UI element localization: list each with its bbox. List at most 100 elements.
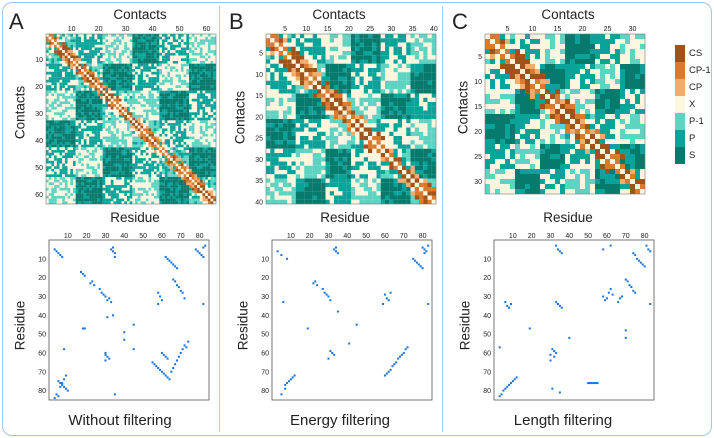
heatmap-cell: [199, 160, 203, 164]
heatmap-cell: [194, 125, 198, 129]
heatmap-cell: [99, 47, 103, 51]
heatmap-cell: [202, 125, 206, 129]
heatmap-cell: [143, 101, 146, 105]
heatmap-cell: [164, 90, 168, 94]
heatmap-cell: [189, 187, 192, 191]
heatmap-cell: [180, 71, 184, 75]
heatmap-cell: [143, 50, 146, 53]
heatmap-cell: [197, 47, 200, 51]
heatmap-cell: [81, 117, 84, 121]
heatmap-cell: [116, 174, 119, 178]
heatmap-cell: [205, 179, 208, 183]
heatmap-cell: [210, 71, 214, 75]
heatmap-cell: [205, 96, 208, 99]
heatmap-cell: [199, 104, 203, 107]
heatmap-cell: [126, 66, 130, 70]
heatmap-cell: [72, 101, 76, 105]
heatmap-cell: [121, 133, 125, 137]
heatmap-cell: [116, 58, 119, 62]
heatmap-cell: [70, 179, 74, 183]
heatmap-cell: [129, 109, 133, 113]
heatmap-cell: [162, 163, 165, 167]
heatmap-cell: [402, 123, 407, 128]
heatmap-cell: [72, 93, 76, 97]
heatmap-cell: [64, 112, 68, 115]
heatmap-cell: [113, 131, 117, 134]
heatmap-cell: [359, 59, 364, 64]
heatmap-cell: [97, 60, 101, 64]
heatmap-cell: [137, 201, 141, 205]
heatmap-cell: [105, 163, 109, 167]
heatmap-cell: [172, 179, 176, 183]
heatmap-cell: [70, 174, 74, 178]
heatmap-cell: [180, 96, 184, 99]
heatmap-cell: [110, 82, 114, 86]
heatmap-cell: [291, 123, 296, 128]
heatmap-cell: [153, 85, 157, 89]
heatmap-cell: [140, 185, 144, 188]
heatmap-cell: [70, 185, 74, 188]
heatmap-cell: [159, 179, 163, 183]
heatmap-cell: [419, 80, 424, 86]
heatmap-cell: [376, 97, 381, 103]
heatmap-cell: [105, 50, 109, 53]
heatmap-cell: [380, 106, 386, 111]
heatmap-cell: [67, 85, 71, 89]
heatmap-cell: [295, 89, 301, 94]
heatmap-cell: [54, 90, 57, 94]
heatmap-cell: [48, 74, 52, 78]
heatmap-cell: [423, 59, 428, 64]
heatmap-cell: [194, 101, 198, 105]
heatmap-cell: [202, 168, 206, 172]
heatmap-cell: [164, 50, 168, 53]
heatmap-cell: [54, 82, 57, 86]
heatmap-cell: [102, 128, 106, 132]
heatmap-cell: [186, 63, 190, 67]
heatmap-cell: [180, 150, 184, 153]
heatmap-cell: [124, 101, 127, 105]
heatmap-cell: [427, 123, 432, 128]
heatmap-cell: [145, 168, 149, 172]
heatmap-cell: [91, 96, 95, 99]
heatmap-cell: [126, 160, 130, 164]
heatmap-cell: [118, 79, 122, 83]
heatmap-cell: [83, 98, 87, 102]
heatmap-cell: [54, 128, 57, 132]
heatmap-cell: [202, 42, 206, 45]
heatmap-cell: [178, 36, 181, 40]
heatmap-cell: [175, 98, 179, 102]
heatmap-cell: [94, 101, 98, 105]
heatmap-cell: [110, 87, 114, 91]
heatmap-cell: [56, 85, 60, 89]
heatmap-cell: [145, 114, 149, 118]
contact-point: [157, 367, 160, 369]
heatmap-cell: [102, 177, 106, 180]
heatmap-cell: [51, 187, 55, 191]
heatmap-cell: [62, 141, 65, 145]
heatmap-cell: [94, 42, 98, 45]
heatmap-cell: [210, 166, 214, 169]
heatmap-cell: [148, 171, 152, 175]
heatmap-cell: [180, 93, 184, 97]
contact-point: [89, 282, 92, 285]
heatmap-cell: [189, 128, 192, 132]
heatmap-cell: [89, 55, 92, 59]
heatmap-cell: [153, 60, 157, 64]
heatmap-cell: [51, 36, 55, 40]
heatmap-cell: [78, 136, 82, 140]
contact-point: [157, 291, 160, 294]
heatmap-cell: [75, 96, 79, 99]
heatmap-cell: [164, 93, 168, 97]
heatmap-cell: [191, 131, 195, 134]
heatmap-cell: [64, 114, 68, 118]
heatmap-cell: [197, 34, 200, 37]
heatmap-cell: [54, 198, 57, 202]
heatmap-cell: [108, 147, 111, 151]
heatmap-cell: [72, 117, 76, 121]
heatmap-cell: [183, 139, 187, 142]
heatmap-cell: [159, 144, 163, 148]
heatmap-cell: [266, 119, 271, 124]
heatmap-cell: [78, 96, 82, 99]
heatmap-cell: [156, 60, 160, 64]
heatmap-cell: [372, 110, 377, 115]
